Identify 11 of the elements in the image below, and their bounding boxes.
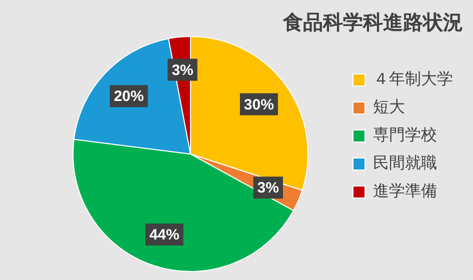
- chart-title: 食品科学科進路状況: [282, 10, 463, 34]
- data-label: 3%: [172, 62, 194, 79]
- legend-label: 進学準備: [373, 181, 437, 200]
- legend-label: 民間就職: [373, 153, 437, 172]
- data-label: 44%: [149, 226, 180, 244]
- data-label: 30%: [244, 96, 274, 114]
- legend-label: 短大: [373, 97, 405, 116]
- data-label: 20%: [114, 88, 144, 106]
- legend-label: 専門学校: [373, 125, 437, 144]
- legend-label: ４年制大学: [373, 69, 453, 88]
- data-label: 3%: [257, 180, 279, 197]
